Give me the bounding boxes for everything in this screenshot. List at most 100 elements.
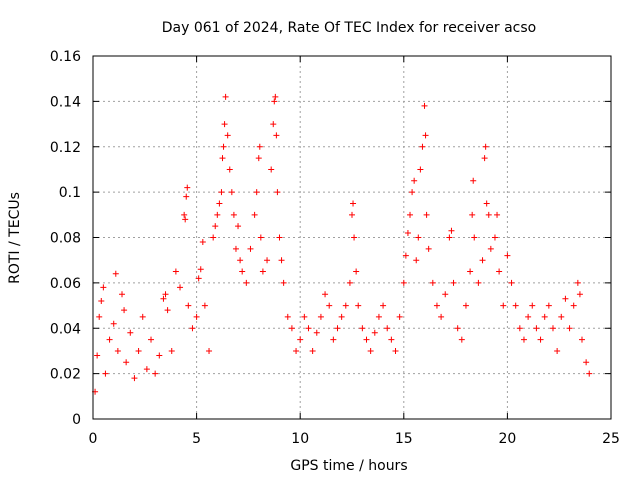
data-point: [162, 291, 169, 298]
data-point: [353, 268, 360, 275]
data-point: [305, 325, 312, 332]
data-point: [243, 279, 250, 286]
data-point: [270, 121, 277, 128]
data-point: [288, 325, 295, 332]
data-point: [482, 143, 489, 150]
data-point: [114, 347, 121, 354]
data-point: [554, 347, 561, 354]
y-tick-label: 0.1: [59, 185, 81, 201]
data-point: [293, 347, 300, 354]
data-point: [276, 234, 283, 241]
data-point: [160, 295, 167, 302]
data-point: [504, 252, 511, 259]
data-point: [475, 279, 482, 286]
data-point: [350, 200, 357, 207]
y-tick-label: 0.08: [50, 231, 81, 247]
data-point: [346, 279, 353, 286]
data-point: [404, 229, 411, 236]
data-point: [562, 295, 569, 302]
data-point: [230, 211, 237, 218]
y-axis-label: ROTI / TECUs: [7, 192, 23, 284]
data-point: [576, 291, 583, 298]
data-point: [512, 302, 519, 309]
chart-title: Day 061 of 2024, Rate Of TEC Index for r…: [162, 20, 537, 36]
x-tick-label: 15: [395, 431, 413, 447]
data-point: [185, 302, 192, 309]
data-point: [210, 234, 217, 241]
data-point: [411, 177, 418, 184]
data-point: [438, 313, 445, 320]
data-point: [355, 302, 362, 309]
data-point: [338, 313, 345, 320]
data-point: [380, 302, 387, 309]
data-point: [570, 302, 577, 309]
data-point: [271, 98, 278, 105]
data-point: [371, 329, 378, 336]
data-point: [253, 189, 260, 196]
data-point: [422, 132, 429, 139]
data-point: [469, 211, 476, 218]
data-point: [529, 302, 536, 309]
data-point: [583, 359, 590, 366]
y-tick-label: 0.14: [50, 94, 81, 110]
data-point: [268, 166, 275, 173]
data-point: [237, 257, 244, 264]
data-point: [317, 313, 324, 320]
data-point: [467, 268, 474, 275]
data-point: [402, 252, 409, 259]
y-tick-label: 0.04: [50, 321, 81, 337]
data-point: [415, 234, 422, 241]
data-point: [127, 329, 134, 336]
data-point: [413, 257, 420, 264]
data-point: [274, 189, 281, 196]
data-point: [384, 325, 391, 332]
data-point: [297, 336, 304, 343]
data-point: [334, 325, 341, 332]
data-points: [92, 93, 593, 395]
data-point: [131, 375, 138, 382]
data-point: [183, 193, 190, 200]
data-point: [256, 143, 263, 150]
x-tick-label: 5: [192, 431, 201, 447]
data-point: [201, 302, 208, 309]
y-tick-label: 0.12: [50, 140, 81, 156]
y-tick-label: 0.02: [50, 367, 81, 383]
data-point: [470, 177, 477, 184]
data-point: [586, 370, 593, 377]
data-point: [417, 166, 424, 173]
data-point: [342, 302, 349, 309]
data-point: [442, 291, 449, 298]
x-tick-label: 20: [498, 431, 516, 447]
data-point: [239, 268, 246, 275]
data-point: [228, 189, 235, 196]
x-tick-label: 0: [89, 431, 98, 447]
data-point: [212, 223, 219, 230]
data-point: [419, 143, 426, 150]
data-point: [429, 279, 436, 286]
data-point: [479, 257, 486, 264]
data-point: [425, 245, 432, 252]
data-point: [199, 239, 206, 246]
x-axis-label: GPS time / hours: [290, 458, 407, 474]
data-point: [388, 336, 395, 343]
data-point: [284, 313, 291, 320]
data-point: [177, 284, 184, 291]
data-point: [181, 211, 188, 218]
data-point: [272, 93, 279, 100]
data-point: [448, 227, 455, 234]
data-point: [578, 336, 585, 343]
data-point: [182, 216, 189, 223]
data-point: [257, 234, 264, 241]
data-point: [574, 279, 581, 286]
data-point: [313, 329, 320, 336]
data-point: [541, 313, 548, 320]
data-point: [471, 234, 478, 241]
y-tick-label: 0: [72, 412, 81, 428]
y-tick-label: 0.06: [50, 276, 81, 292]
data-point: [135, 347, 142, 354]
data-point: [400, 279, 407, 286]
data-point: [259, 268, 266, 275]
data-point: [143, 366, 150, 373]
data-point: [251, 211, 258, 218]
data-point: [264, 257, 271, 264]
